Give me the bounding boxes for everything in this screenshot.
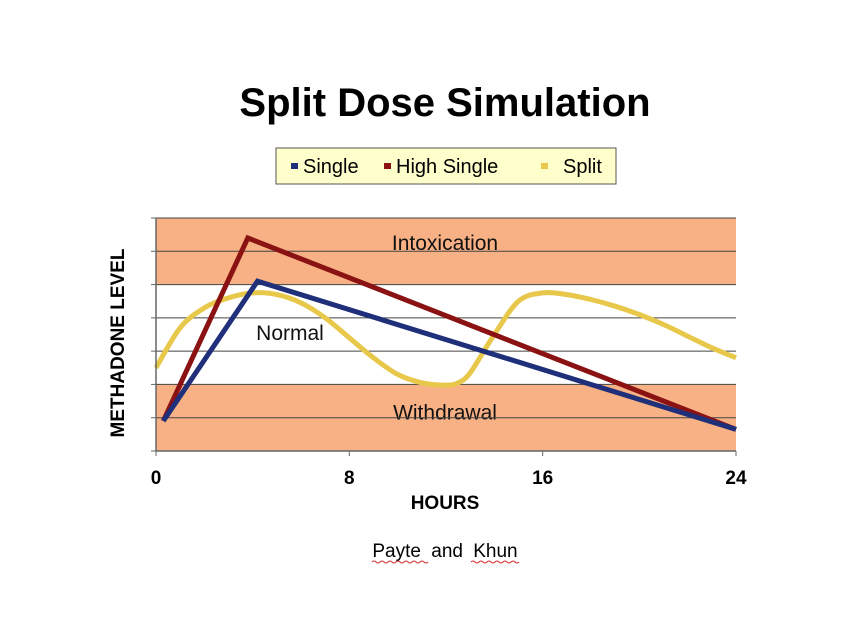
legend-box [275,147,617,185]
zone-normal [156,284,736,385]
source-credit: Payte and Khun [371,541,520,564]
zone-label-intoxication: Intoxication [392,232,498,255]
legend-swatch-single [291,163,298,169]
source-author-1: Payte [372,541,421,562]
source-connector: and [431,541,463,562]
axes [151,217,737,456]
y-axis-title: METHADONE LEVEL [108,248,129,437]
legend-swatch-split [541,163,548,169]
x-tick-label: 8 [344,468,355,489]
chart-title: Split Dose Simulation [239,81,650,125]
x-tick-label: 0 [151,468,162,489]
zone-labels: Intoxication Normal Withdrawal [256,232,498,425]
x-tick-label: 16 [532,468,553,489]
spellcheck-underline-1 [371,560,429,564]
legend-label-single: Single [303,156,359,178]
source-text: Payte and Khun [372,541,517,562]
zone-label-normal: Normal [256,322,324,345]
x-tick-labels: 0 8 16 24 [151,468,747,489]
series-lines [153,234,737,432]
legend-label-split: Split [563,156,602,178]
source-author-2: Khun [473,541,517,562]
series-line-single [161,278,737,432]
zone-label-withdrawal: Withdrawal [393,402,497,425]
spellcheck-underline-2 [470,560,520,564]
series-line-high-single [161,234,737,432]
legend-items: Single High Single Split [291,156,602,178]
series-line-split [153,290,737,388]
x-axis-title: HOURS [411,493,480,514]
x-tick-label: 24 [725,468,747,489]
legend: Single High Single Split [275,147,617,185]
legend-swatch-high-single [384,163,391,169]
legend-label-high-single: High Single [396,156,498,178]
